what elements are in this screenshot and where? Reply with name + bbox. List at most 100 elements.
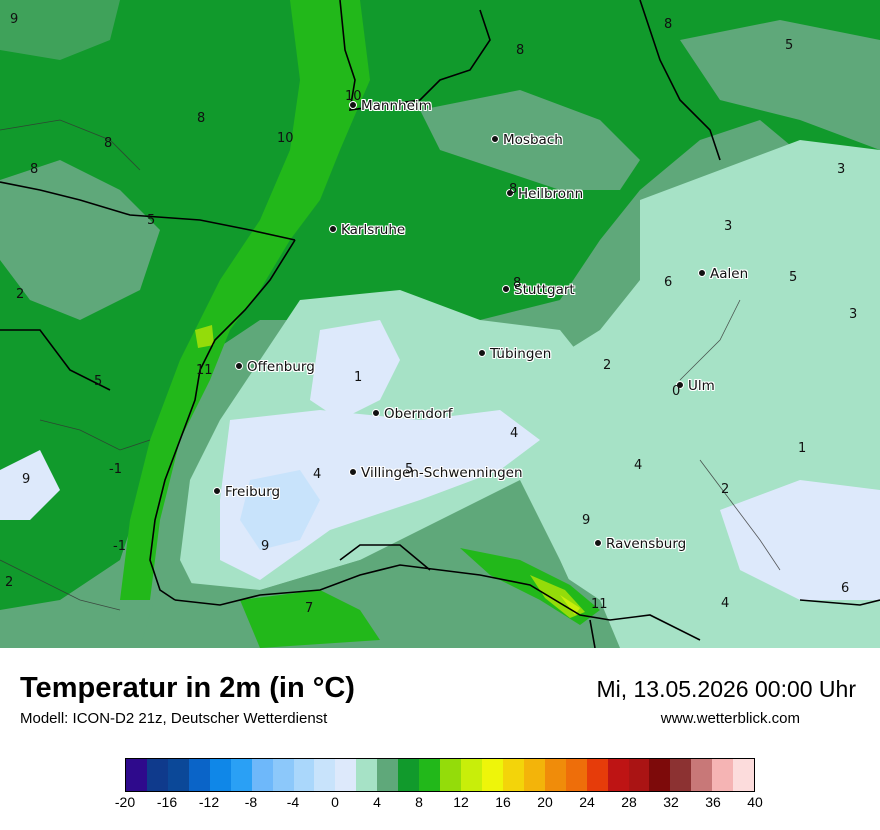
temperature-value: 9: [261, 539, 270, 554]
legend-swatch: [230, 759, 252, 791]
legend-tick-label: 40: [747, 794, 763, 810]
city-label: Heilbronn: [506, 186, 583, 202]
temperature-value: 8: [30, 162, 39, 177]
city-label: Ravensburg: [594, 536, 686, 552]
temperature-value: 5: [785, 38, 794, 53]
temperature-value: 2: [721, 482, 730, 497]
city-dot-icon: [372, 409, 380, 417]
temperature-value: 5: [94, 374, 103, 389]
city-dot-icon: [235, 362, 243, 370]
temperature-value: 5: [147, 213, 156, 228]
legend-tick-label: 16: [495, 794, 511, 810]
city-label: Offenburg: [235, 359, 315, 375]
map-title: Temperatur in 2m (in °C): [20, 672, 355, 704]
city-label: Mosbach: [491, 132, 563, 148]
temperature-value: 9: [22, 472, 31, 487]
temperature-value: 3: [837, 162, 846, 177]
city-label: Tübingen: [478, 346, 551, 362]
color-legend: [125, 758, 755, 792]
legend-tick-label: 36: [705, 794, 721, 810]
temperature-map: Mannheim Mosbach Heilbronn Karlsruhe Aal…: [0, 0, 880, 648]
legend-swatch: [586, 759, 608, 791]
temperature-value: 11: [196, 363, 213, 378]
city-dot-icon: [213, 487, 221, 495]
city-label: Villingen-Schwenningen: [349, 465, 523, 481]
legend-swatch: [649, 759, 671, 791]
city-dot-icon: [506, 189, 514, 197]
city-label: Oberndorf: [372, 406, 453, 422]
legend-swatch: [544, 759, 566, 791]
city-dot-icon: [329, 225, 337, 233]
temperature-value: -1: [109, 462, 122, 477]
legend-swatch: [461, 759, 482, 791]
legend-swatch: [146, 759, 168, 791]
legend-swatch: [126, 759, 147, 791]
legend-swatch: [628, 759, 650, 791]
legend-swatch: [398, 759, 420, 791]
website-link[interactable]: www.wetterblick.com: [660, 710, 800, 727]
legend-swatch: [335, 759, 357, 791]
legend-swatch: [523, 759, 545, 791]
city-dot-icon: [676, 381, 684, 389]
legend-tick-label: -8: [244, 794, 258, 810]
legend-swatch: [733, 759, 755, 791]
temperature-value: 8: [509, 182, 518, 197]
legend-swatch: [251, 759, 273, 791]
temperature-value: 6: [841, 581, 850, 596]
temperature-value: 4: [634, 458, 643, 473]
legend-swatch: [565, 759, 587, 791]
legend-swatch: [377, 759, 399, 791]
temperature-value: 8: [104, 136, 113, 151]
temperature-value: 4: [510, 426, 519, 441]
city-label: Stuttgart: [502, 282, 575, 298]
legend-tick-label: -20: [114, 794, 136, 810]
temperature-value: 10: [345, 89, 362, 104]
temperature-value: 3: [849, 307, 858, 322]
city-dot-icon: [698, 269, 706, 277]
map-canvas: [0, 0, 880, 648]
temperature-value: 8: [197, 111, 206, 126]
legend-tick-label: -12: [198, 794, 220, 810]
temperature-value: 4: [313, 467, 322, 482]
legend-tick-label: 24: [579, 794, 595, 810]
city-label: Karlsruhe: [329, 222, 405, 238]
temperature-value: 2: [16, 287, 25, 302]
city-dot-icon: [594, 539, 602, 547]
map-footer: Temperatur in 2m (in °C) Modell: ICON-D2…: [0, 648, 880, 830]
city-dot-icon: [491, 135, 499, 143]
legend-tick-label: -16: [156, 794, 178, 810]
temperature-value: 5: [405, 462, 414, 477]
model-info: Modell: ICON-D2 21z, Deutscher Wetterdie…: [20, 710, 328, 727]
city-label: Freiburg: [213, 484, 280, 500]
legend-swatch: [293, 759, 315, 791]
legend-swatch: [314, 759, 336, 791]
temperature-value: -1: [113, 539, 126, 554]
legend-swatch: [440, 759, 461, 791]
legend-tick-label: 8: [415, 794, 423, 810]
city-dot-icon: [478, 349, 486, 357]
temperature-value: 0: [672, 384, 681, 399]
legend-tick-label: -4: [286, 794, 300, 810]
legend-tick-label: 4: [373, 794, 381, 810]
temperature-value: 8: [664, 17, 673, 32]
city-label: Aalen: [698, 266, 748, 282]
legend-tick-label: 28: [621, 794, 637, 810]
city-dot-icon: [349, 468, 357, 476]
legend-swatch: [691, 759, 713, 791]
temperature-value: 5: [789, 270, 798, 285]
temperature-value: 1: [798, 441, 807, 456]
temperature-value: 6: [664, 275, 673, 290]
city-label: Ulm: [676, 378, 715, 394]
legend-ticks: -20 -16 -12 -8 -4 0 4 8 12 16 20 24 28 32 36 40: [115, 794, 763, 814]
temperature-value: 1: [354, 370, 363, 385]
temperature-value: 9: [10, 12, 19, 27]
legend-swatch: [419, 759, 441, 791]
temperature-value: 2: [603, 358, 612, 373]
legend-swatch: [502, 759, 524, 791]
legend-tick-label: 32: [663, 794, 679, 810]
legend-swatch: [712, 759, 734, 791]
legend-swatch: [356, 759, 378, 791]
temperature-value: 4: [721, 596, 730, 611]
city-dot-icon: [502, 285, 510, 293]
temperature-value: 2: [5, 575, 14, 590]
